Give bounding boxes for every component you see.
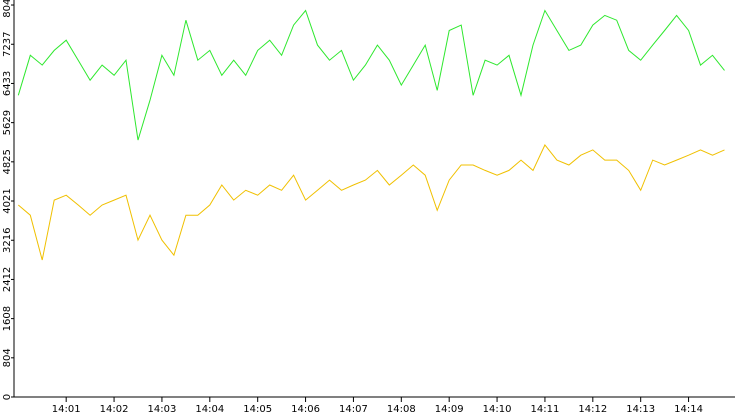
y-tick-label: 0 [2, 394, 13, 400]
x-tick-label: 14:04 [195, 404, 224, 415]
x-tick-label: 14:05 [243, 404, 272, 415]
x-tick-label: 14:12 [578, 404, 607, 415]
y-tick-label: 804 [2, 348, 13, 367]
x-tick-label: 14:13 [626, 404, 655, 415]
x-tick-label: 14:07 [339, 404, 368, 415]
x-tick-label: 14:14 [674, 404, 703, 415]
y-tick-label: 5629 [2, 110, 13, 135]
y-tick-label: 4825 [2, 149, 13, 174]
y-tick-label: 1608 [2, 306, 13, 331]
y-tick-label: 7237 [2, 32, 13, 57]
y-tick-label: 4021 [2, 188, 13, 213]
x-tick-label: 14:08 [387, 404, 416, 415]
x-tick-label: 14:11 [531, 404, 560, 415]
x-tick-label: 14:02 [100, 404, 129, 415]
y-tick-label: 8042 [2, 0, 13, 18]
y-tick-label: 6433 [2, 71, 13, 96]
y-tick-label: 2412 [2, 267, 13, 292]
x-tick-label: 14:06 [291, 404, 320, 415]
x-tick-label: 14:03 [148, 404, 177, 415]
y-tick-label: 3216 [2, 228, 13, 253]
x-tick-label: 14:10 [483, 404, 512, 415]
x-tick-label: 14:09 [435, 404, 464, 415]
series-line [17, 9, 725, 141]
series-line [17, 144, 725, 261]
x-tick-label: 14:01 [52, 404, 81, 415]
